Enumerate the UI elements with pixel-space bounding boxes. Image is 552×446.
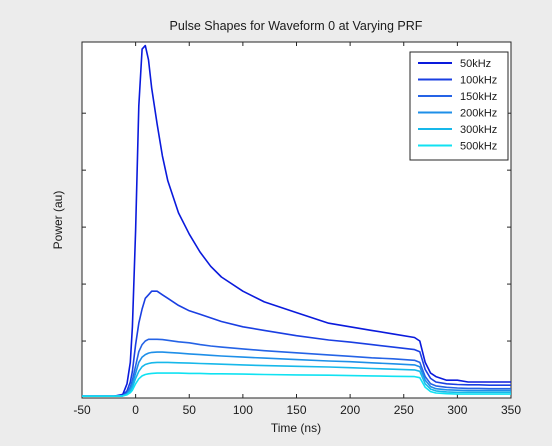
legend-label-200khz: 200kHz: [460, 108, 497, 120]
series-lines: [82, 44, 511, 398]
x-tick-label: 150: [286, 403, 306, 417]
series-line-150khz: [82, 338, 511, 398]
series-line-200khz: [82, 351, 511, 398]
series-line-50khz: [82, 44, 511, 398]
legend-label-100khz: 100kHz: [460, 75, 497, 87]
x-tick-label: 300: [447, 403, 467, 417]
x-tick-label: 100: [233, 403, 253, 417]
x-tick-label: 50: [183, 403, 197, 417]
series-line-500khz: [82, 372, 511, 398]
series-line-300khz: [82, 361, 511, 398]
legend-label-150khz: 150kHz: [460, 91, 497, 103]
legend-label-300khz: 300kHz: [460, 124, 497, 136]
x-tick-label: 200: [340, 403, 360, 417]
x-tick-label: 0: [132, 403, 139, 417]
x-tick-label: 250: [394, 403, 414, 417]
x-tick-label: 350: [501, 403, 521, 417]
legend-box: [409, 51, 509, 161]
series-line-100khz: [82, 290, 511, 398]
legend-label-50khz: 50kHz: [460, 58, 491, 70]
legend-label-500khz: 500kHz: [460, 141, 497, 153]
axis-ticks: -50 0 50 100 150 200 250 300 350: [73, 42, 521, 417]
x-tick-label: -50: [73, 403, 91, 417]
legend: 50kHz 100kHz 150kHz 200kHz 300kHz 500kHz: [409, 51, 509, 161]
x-axis-label: Time (ns): [271, 421, 321, 435]
chart-title: Pulse Shapes for Waveform 0 at Varying P…: [170, 19, 423, 33]
y-axis-label: Power (au): [51, 191, 65, 250]
